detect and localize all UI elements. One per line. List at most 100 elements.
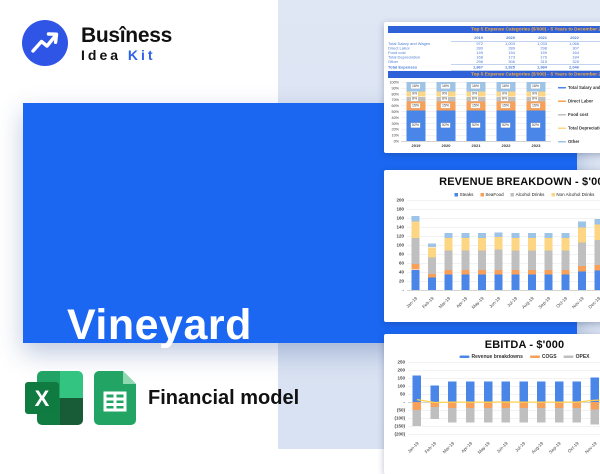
legend-label: Other bbox=[568, 139, 579, 144]
card-expense-categories: Top 5 Expense Categories ($'000) - 5 Yea… bbox=[384, 22, 600, 153]
y-tick-label: 250 bbox=[384, 360, 405, 365]
gridline bbox=[407, 227, 600, 228]
x-tick-label: Oct-19 bbox=[560, 441, 580, 461]
expense-table-grid: 20192020202120222023Total Salary and Wag… bbox=[388, 35, 600, 71]
bar-segment bbox=[595, 240, 600, 265]
bar-segment bbox=[595, 224, 600, 240]
brand-logo: Busîness Idea Kit bbox=[22, 20, 172, 66]
brand-subtitle-kit: Kit bbox=[128, 47, 156, 63]
y-tick-label: (200) bbox=[384, 432, 405, 437]
legend-item: Revenue breakdowns bbox=[459, 354, 522, 360]
bar-segment bbox=[528, 238, 536, 251]
y-tick-label: 60 bbox=[384, 261, 404, 266]
hero-title: Vineyard bbox=[67, 301, 252, 350]
data-label: 52% bbox=[501, 123, 510, 128]
bar-segment bbox=[445, 250, 453, 270]
data-label: 8% bbox=[411, 97, 418, 102]
logo-circle-icon bbox=[22, 20, 68, 66]
y-tick-label: 200 bbox=[384, 368, 405, 373]
brand-title: Busîness bbox=[81, 25, 172, 46]
gridline bbox=[408, 378, 600, 379]
gridline bbox=[408, 434, 600, 435]
bar-segment bbox=[495, 232, 503, 237]
expense-chart-header-text: Top 5 Expense Categories ($'000) - 5 Yea… bbox=[471, 72, 600, 78]
data-label: 8% bbox=[471, 97, 478, 102]
bar-segment bbox=[495, 237, 503, 250]
bar-segment bbox=[561, 250, 569, 270]
bar-segment bbox=[555, 408, 564, 422]
bar-segment bbox=[495, 270, 503, 275]
x-tick-label: May-19 bbox=[471, 441, 491, 461]
bar-segment bbox=[578, 222, 586, 228]
y-tick-label: 100 bbox=[384, 243, 404, 248]
data-label: 16% bbox=[531, 84, 540, 89]
bar-segment bbox=[495, 250, 503, 270]
ebitda-chart-legend: Revenue breakdowns COGS OPEX bbox=[384, 354, 600, 360]
bar-segment bbox=[430, 386, 439, 402]
x-tick-label: 2023 bbox=[524, 144, 549, 149]
gridline bbox=[407, 209, 600, 210]
data-label: 8% bbox=[531, 97, 538, 102]
bar-segment bbox=[573, 382, 582, 402]
data-label: 16% bbox=[441, 84, 450, 89]
legend-item: Other bbox=[558, 139, 600, 144]
legend-item: Direct Labor bbox=[558, 99, 600, 104]
x-tick-label: 2021 bbox=[464, 144, 489, 149]
bar-segment bbox=[561, 275, 569, 290]
bar-segment bbox=[445, 233, 453, 238]
bar-segment bbox=[461, 233, 469, 238]
bar-segment bbox=[448, 382, 457, 402]
x-tick-label: Jun-19 bbox=[489, 441, 509, 461]
y-tick-label: - bbox=[384, 288, 404, 293]
bar-segment bbox=[511, 275, 519, 290]
x-tick-label: 2022 bbox=[494, 144, 519, 149]
legend-label: OPEX bbox=[576, 354, 590, 360]
legend-item: Total Depreciation bbox=[558, 126, 600, 131]
bar-segment bbox=[519, 408, 528, 422]
x-tick-label: Mar-19 bbox=[435, 441, 455, 461]
gridline bbox=[407, 236, 600, 237]
bar-segment bbox=[445, 270, 453, 275]
bar-segment bbox=[561, 233, 569, 238]
bar-segment bbox=[578, 266, 586, 271]
bar-segment bbox=[411, 238, 419, 264]
legend-item: COGS bbox=[530, 354, 557, 360]
svg-text:X: X bbox=[35, 386, 50, 411]
y-tick-label: (150) bbox=[384, 424, 405, 429]
legend-item: Alcohol Drinks bbox=[511, 192, 545, 197]
gridline bbox=[407, 218, 600, 219]
y-tick-label: 60% bbox=[384, 104, 399, 109]
gridline bbox=[407, 290, 600, 291]
legend-marker bbox=[558, 127, 566, 129]
bar-segment bbox=[413, 376, 422, 402]
bar-segment bbox=[528, 275, 536, 290]
bar-segment bbox=[511, 270, 519, 275]
gridline bbox=[408, 362, 600, 363]
legend-item: Non Alcohol Drinks bbox=[551, 192, 594, 197]
y-tick-label: 20% bbox=[384, 127, 399, 132]
bar-segment bbox=[428, 244, 436, 248]
bar-segment bbox=[537, 382, 546, 402]
legend-item: OPEX bbox=[564, 354, 590, 360]
x-tick-label: 2020 bbox=[434, 144, 459, 149]
y-tick-label: 100% bbox=[384, 80, 399, 85]
y-tick-label: 90% bbox=[384, 86, 399, 91]
bar-segment bbox=[478, 275, 486, 290]
data-label: 9% bbox=[441, 92, 448, 97]
x-tick-label: Feb-19 bbox=[418, 441, 438, 461]
bar-segment bbox=[466, 408, 475, 422]
bar-segment bbox=[448, 408, 457, 422]
footer: X Financial model bbox=[25, 371, 299, 425]
bar-segment bbox=[428, 247, 436, 257]
legend-label: Non Alcohol Drinks bbox=[556, 192, 594, 197]
table-cell: 1,867 bbox=[451, 64, 483, 70]
data-label: 9% bbox=[411, 92, 418, 97]
y-tick-label: 150 bbox=[384, 376, 405, 381]
bar-segment bbox=[519, 382, 528, 402]
bar-segment bbox=[573, 408, 582, 422]
legend-label: SeaFood bbox=[485, 192, 503, 197]
y-tick-label: 120 bbox=[384, 234, 404, 239]
expense-table-header-bar: Top 5 Expense Categories ($'000) - 5 Yea… bbox=[388, 26, 600, 33]
